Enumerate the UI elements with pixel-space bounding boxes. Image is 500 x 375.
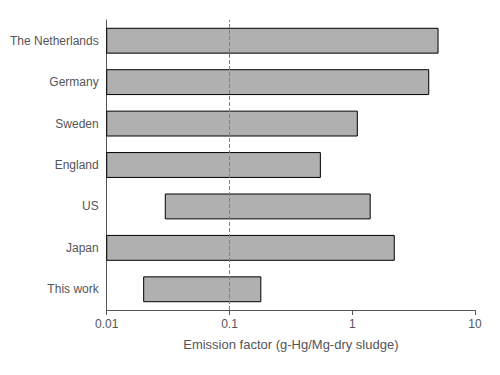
svg-text:Japan: Japan bbox=[66, 241, 99, 255]
svg-text:Emission factor (g-Hg/Mg-dry s: Emission factor (g-Hg/Mg-dry sludge) bbox=[183, 337, 398, 352]
svg-text:England: England bbox=[55, 158, 99, 172]
svg-text:0.1: 0.1 bbox=[221, 317, 238, 331]
svg-text:US: US bbox=[82, 199, 99, 213]
svg-text:1: 1 bbox=[349, 317, 356, 331]
svg-text:10: 10 bbox=[468, 317, 482, 331]
svg-text:0.01: 0.01 bbox=[95, 317, 119, 331]
svg-text:Sweden: Sweden bbox=[55, 117, 98, 131]
svg-text:The Netherlands: The Netherlands bbox=[10, 34, 99, 48]
svg-text:This work: This work bbox=[47, 282, 99, 296]
svg-text:Germany: Germany bbox=[49, 75, 98, 89]
